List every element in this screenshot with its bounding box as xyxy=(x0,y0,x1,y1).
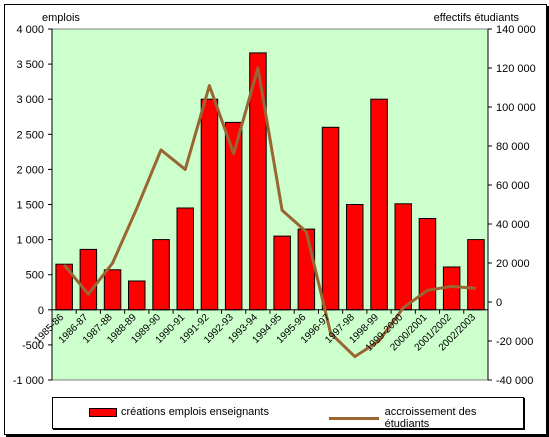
left-tick-label: 1 500 xyxy=(16,200,44,212)
legend-item-line: accroissement des étudiants xyxy=(329,406,523,430)
bar-1986-87 xyxy=(79,248,98,311)
legend: créations emplois enseignants accroissem… xyxy=(52,397,524,430)
plot-background xyxy=(51,28,489,381)
left-tick-label: -500 xyxy=(22,340,44,352)
bar-1991-92 xyxy=(200,98,219,311)
right-axis-title: effectifs étudiants xyxy=(434,12,520,24)
right-tick-label: 120 000 xyxy=(496,63,536,75)
line-series-etudiants xyxy=(62,66,477,359)
bar-1996-97 xyxy=(321,126,340,311)
right-tick-label: 100 000 xyxy=(496,102,536,114)
legend-item-bars: créations emplois enseignants xyxy=(89,406,269,418)
left-tick-label: -1 000 xyxy=(13,375,44,387)
right-tick-label: 60 000 xyxy=(496,180,530,192)
bar-1997-98 xyxy=(346,204,364,311)
legend-label-line: accroissement des étudiants xyxy=(384,406,477,430)
right-tick-label: -20 000 xyxy=(496,336,533,348)
bar-1990-91 xyxy=(176,207,194,311)
right-tick-label: 40 000 xyxy=(496,219,530,231)
bar-1995-96 xyxy=(297,228,316,311)
bar-1987-88 xyxy=(103,269,122,311)
left-tick-label: 500 xyxy=(26,270,44,282)
left-tick-label: 3 000 xyxy=(16,94,44,106)
left-tick-label: 2 500 xyxy=(16,129,44,141)
bar-2002-2003 xyxy=(467,239,485,311)
right-tick-label: 80 000 xyxy=(496,141,530,153)
right-tick-label: 20 000 xyxy=(496,258,530,270)
left-tick-label: 3 500 xyxy=(16,59,44,71)
left-tick-label: 0 xyxy=(38,305,44,317)
right-tick-label: 140 000 xyxy=(496,24,536,36)
bar-1989-90 xyxy=(152,239,170,311)
left-tick-label: 2 000 xyxy=(16,164,44,176)
right-tick-label: -40 000 xyxy=(496,375,533,387)
plot-area: -1 000 -500 0 500 1 000 1 500 2 000 2 500 3 000 3… xyxy=(13,24,536,387)
left-tick-label: 1 000 xyxy=(16,235,44,247)
legend-label-bars: créations emplois enseignants xyxy=(121,406,269,418)
bar-1999-2000 xyxy=(394,203,412,311)
left-axis-title: emplois xyxy=(42,12,80,24)
right-tick-label: 0 xyxy=(496,297,502,309)
legend-swatch-line xyxy=(329,416,379,420)
bar-1988-89 xyxy=(128,280,146,311)
bar-1994-95 xyxy=(273,235,291,311)
left-tick-label: 4 000 xyxy=(16,24,44,36)
legend-swatch-bars xyxy=(89,407,117,417)
bar-1998-99 xyxy=(370,98,388,311)
